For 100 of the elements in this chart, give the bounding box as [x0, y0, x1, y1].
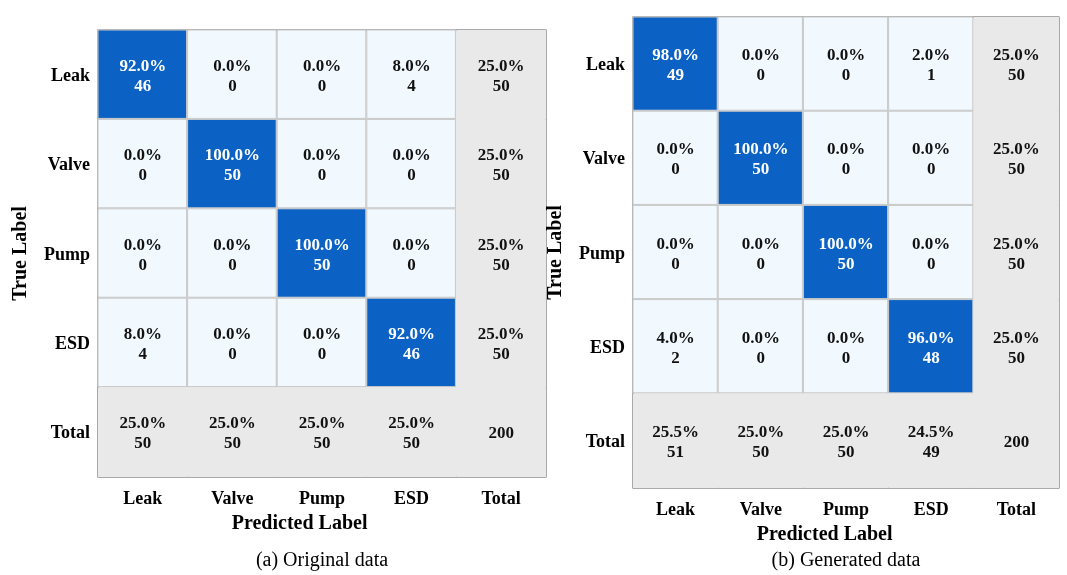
annotation: 0.0%	[213, 323, 252, 343]
data-label: 50	[492, 343, 510, 363]
data-label: 49	[667, 65, 685, 85]
x-tick-label: Total	[481, 488, 521, 508]
annotation: 0.0%	[741, 327, 780, 347]
annotation: 100.0%	[204, 145, 261, 165]
y-tick-label: Leak	[585, 54, 625, 75]
annotation: 0.0%	[741, 233, 780, 253]
data-label: 49	[922, 441, 940, 461]
data-label: 0	[317, 75, 327, 95]
data-label: 48	[922, 347, 940, 367]
data-label: 50	[1007, 65, 1025, 85]
annotation: 0.0%	[302, 323, 342, 343]
annotation: 24.5%	[907, 421, 955, 441]
y-tick-label: Valve	[47, 154, 90, 175]
data-label: 50	[1007, 253, 1025, 273]
data-label: 46	[403, 343, 421, 363]
data-label: 0	[926, 159, 936, 179]
data-label: 1	[926, 65, 936, 85]
annotation: 25.0%	[477, 145, 525, 165]
annotation: 25.0%	[477, 234, 525, 254]
y-axis-title: True Label	[543, 204, 565, 300]
annotation: 92.0%	[388, 323, 435, 343]
annotation: 0.0%	[123, 145, 162, 165]
annotation: 25.0%	[477, 323, 525, 343]
data-label: 0	[756, 253, 766, 273]
data-label: 50	[492, 165, 510, 185]
data-label: 0	[926, 253, 936, 273]
data-label: 4	[407, 75, 417, 95]
annotation: 100.0%	[733, 139, 789, 159]
data-label: 50	[492, 75, 510, 95]
data-label: 200	[488, 423, 514, 443]
annotation: 4.0%	[656, 327, 695, 347]
data-label: 0	[317, 343, 327, 363]
annotation: 25.5%	[652, 421, 699, 441]
annotation: 25.0%	[993, 327, 1040, 347]
y-tick-label: Pump	[578, 242, 625, 263]
annotation: 25.0%	[993, 45, 1040, 65]
data-label: 0	[317, 165, 327, 185]
annotation: 0.0%	[912, 139, 951, 159]
x-tick-label: Total	[996, 499, 1037, 519]
data-label: 0	[407, 165, 416, 185]
data-label: 0	[407, 254, 416, 274]
annotation: 0.0%	[392, 145, 431, 165]
annotation: 0.0%	[912, 233, 951, 253]
y-tick-label: Leak	[50, 64, 90, 85]
annotation: 100.0%	[818, 233, 874, 253]
y-tick-label: Pump	[43, 243, 90, 264]
annotation: 0.0%	[741, 45, 780, 65]
data-label: 0	[841, 65, 851, 85]
x-tick-label: Leak	[656, 499, 696, 519]
data-label: 50	[223, 433, 241, 453]
data-label: 0	[756, 65, 766, 85]
annotation: 8.0%	[392, 55, 431, 75]
x-tick-label: Pump	[822, 499, 870, 519]
annotation: 0.0%	[302, 55, 342, 75]
text: (b) Generated data	[771, 548, 921, 571]
x-tick-label: ESD	[394, 488, 430, 508]
data-label: 2	[671, 347, 680, 367]
annotation: 25.0%	[298, 413, 346, 433]
data-label: 0	[138, 254, 148, 274]
y-tick-label: ESD	[589, 336, 625, 357]
data-label: 4	[138, 343, 148, 363]
data-label: 50	[1007, 347, 1025, 367]
x-axis-title: Predicted Label	[231, 511, 368, 533]
annotation: 25.0%	[388, 413, 435, 433]
data-label: 0	[756, 347, 766, 367]
x-tick-label: ESD	[913, 499, 949, 519]
x-tick-label: Valve	[211, 488, 254, 508]
data-label: 50	[313, 433, 331, 453]
data-label: 51	[667, 441, 685, 461]
data-label: 0	[671, 253, 680, 273]
x-tick-label: Leak	[123, 488, 163, 508]
y-tick-label: Valve	[582, 148, 625, 169]
data-label: 50	[752, 159, 770, 179]
annotation: 0.0%	[826, 139, 866, 159]
data-label: 50	[837, 441, 855, 461]
x-tick-label: Valve	[739, 499, 782, 519]
data-label: 50	[752, 441, 770, 461]
data-label: 50	[403, 433, 421, 453]
y-axis-title: True Label	[8, 205, 30, 301]
annotation: 96.0%	[907, 327, 955, 347]
x-tick-label: Pump	[298, 488, 346, 508]
data-label: 50	[313, 254, 331, 274]
y-tick-label: ESD	[54, 332, 90, 353]
annotation: 25.0%	[822, 421, 870, 441]
annotation: 25.0%	[477, 55, 525, 75]
annotation: 0.0%	[213, 234, 252, 254]
y-tick-label: Total	[50, 422, 90, 443]
annotation: 0.0%	[123, 234, 162, 254]
data-label: 0	[228, 254, 237, 274]
annotation: 25.0%	[993, 233, 1040, 253]
annotation: 25.0%	[209, 413, 256, 433]
annotation: 0.0%	[826, 327, 866, 347]
annotation: 0.0%	[826, 45, 866, 65]
data-label: 50	[134, 433, 152, 453]
data-label: 0	[138, 165, 148, 185]
annotation: 0.0%	[656, 139, 695, 159]
annotation: 0.0%	[213, 55, 252, 75]
x-axis-title: Predicted Label	[756, 522, 893, 544]
